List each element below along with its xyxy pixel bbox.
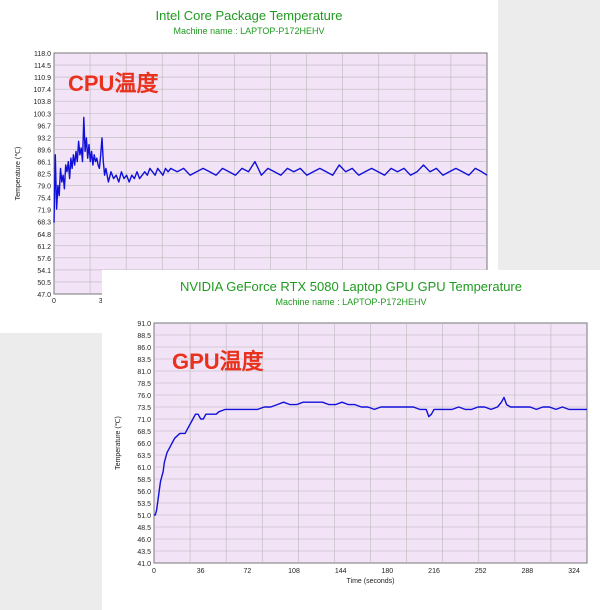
y-tick-label: 89.6 xyxy=(37,147,51,154)
y-tick-label: 118.0 xyxy=(34,51,51,58)
cpu-overlay-label: CPU温度 xyxy=(68,71,159,96)
y-axis-label: Temperature (℃) xyxy=(15,147,22,201)
x-tick-label: 0 xyxy=(52,298,56,305)
y-tick-label: 61.2 xyxy=(37,244,51,251)
x-tick-label: 324 xyxy=(568,568,580,575)
y-tick-label: 63.5 xyxy=(137,453,151,460)
gpu-chart-subtitle: Machine name : LAPTOP-P172HEHV xyxy=(275,297,427,307)
y-tick-label: 64.8 xyxy=(37,232,51,239)
cpu-chart-title: Intel Core Package Temperature xyxy=(155,8,343,23)
y-tick-label: 57.6 xyxy=(37,256,51,263)
y-tick-label: 73.5 xyxy=(137,405,151,412)
y-tick-label: 76.0 xyxy=(137,393,151,400)
y-tick-label: 96.7 xyxy=(37,123,51,130)
y-tick-label: 66.0 xyxy=(137,441,151,448)
x-tick-label: 180 xyxy=(382,568,394,575)
x-axis-label: Time (seconds) xyxy=(347,578,395,585)
cpu-chart-subtitle: Machine name : LAPTOP-P172HEHV xyxy=(173,26,325,36)
x-tick-label: 288 xyxy=(522,568,534,575)
y-tick-label: 114.5 xyxy=(34,63,51,70)
x-tick-label: 144 xyxy=(335,568,347,575)
y-axis-label: Temperature (℃) xyxy=(115,416,122,470)
y-tick-label: 58.5 xyxy=(137,477,151,484)
x-tick-label: 72 xyxy=(243,568,251,575)
y-tick-label: 86.1 xyxy=(37,159,51,166)
x-tick-label: 36 xyxy=(197,568,205,575)
y-tick-label: 46.0 xyxy=(137,537,151,544)
series-line xyxy=(53,116,488,223)
y-tick-label: 71.9 xyxy=(37,208,51,215)
x-tick-label: 3 xyxy=(99,298,103,305)
y-tick-label: 53.5 xyxy=(137,501,151,508)
x-tick-label: 108 xyxy=(288,568,300,575)
y-tick-label: 50.5 xyxy=(37,280,51,287)
gpu-chart-panel: NVIDIA GeForce RTX 5080 Laptop GPU GPU T… xyxy=(102,270,600,610)
y-tick-label: 82.5 xyxy=(37,172,51,179)
y-tick-label: 79.0 xyxy=(37,184,51,191)
y-tick-label: 100.3 xyxy=(33,111,51,118)
y-tick-label: 107.4 xyxy=(33,87,51,94)
y-tick-label: 51.0 xyxy=(137,513,151,520)
y-tick-label: 48.5 xyxy=(137,525,151,532)
y-tick-label: 68.5 xyxy=(137,429,151,436)
y-tick-label: 78.5 xyxy=(137,381,151,388)
x-tick-label: 252 xyxy=(475,568,487,575)
gpu-chart-plot: 91.0 88.5 86.0 83.5 81.0 78.5 76.0 73.5 71.0 68.5… xyxy=(115,321,588,585)
y-tick-label: 56.0 xyxy=(137,489,151,496)
y-tick-label: 81.0 xyxy=(137,369,151,376)
y-tick-label: 54.1 xyxy=(37,268,51,275)
x-tick-label: 216 xyxy=(428,568,440,575)
y-tick-label: 110.9 xyxy=(34,75,51,82)
y-tick-label: 41.0 xyxy=(137,561,151,568)
series-line xyxy=(154,396,587,516)
y-tick-label: 93.2 xyxy=(37,135,51,142)
y-tick-label: 91.0 xyxy=(137,321,151,328)
y-tick-label: 61.0 xyxy=(137,465,151,472)
y-tick-label: 103.8 xyxy=(33,99,51,106)
y-tick-label: 88.5 xyxy=(137,333,151,340)
y-tick-label: 83.5 xyxy=(137,357,151,364)
y-tick-label: 47.0 xyxy=(37,292,51,299)
x-tick-label: 0 xyxy=(152,568,156,575)
cpu-chart-plot: 118.0 114.5 110.9 107.4 103.8 100.3 96.7 93.2 89… xyxy=(15,51,488,305)
y-tick-label: 86.0 xyxy=(137,345,151,352)
gpu-overlay-label: GPU温度 xyxy=(172,349,264,374)
y-tick-label: 68.3 xyxy=(37,220,51,227)
y-tick-label: 71.0 xyxy=(137,417,151,424)
y-tick-label: 43.5 xyxy=(137,549,151,556)
gpu-chart-title: NVIDIA GeForce RTX 5080 Laptop GPU GPU T… xyxy=(179,279,522,294)
y-tick-label: 75.4 xyxy=(37,196,51,203)
